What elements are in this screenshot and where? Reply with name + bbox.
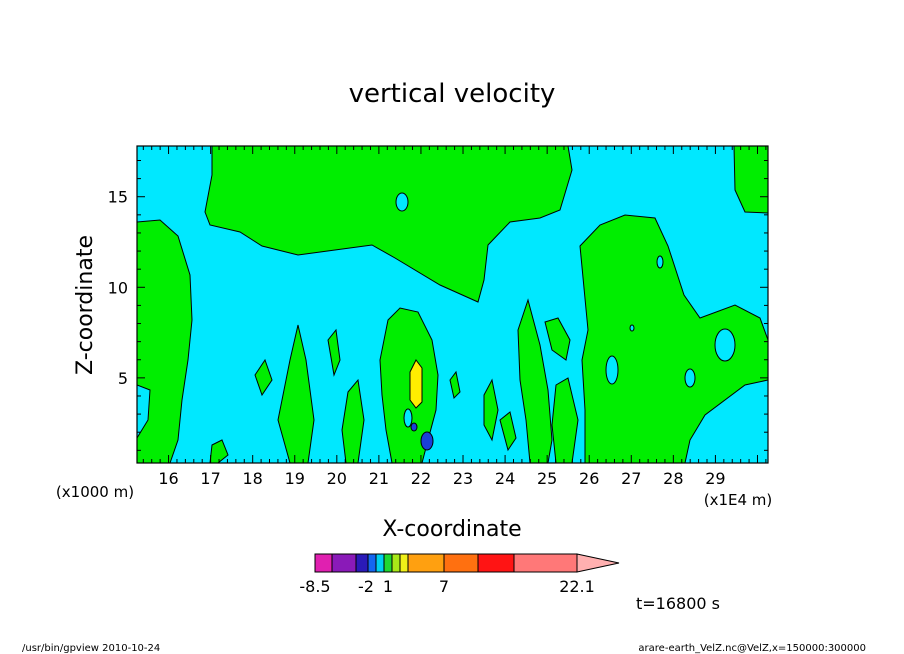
- colorbar-segment: [383, 553, 393, 573]
- colorbar-segment: [375, 553, 385, 573]
- contour-cell-1: [254, 358, 273, 397]
- downdraft-core: [420, 431, 434, 451]
- colorbar-label: 7: [439, 577, 449, 596]
- contour-hole-5: [605, 355, 619, 385]
- x-tick-label: 18: [243, 469, 263, 488]
- x-tick-label: 19: [285, 469, 305, 488]
- downdraft-core-small: [410, 422, 418, 432]
- x-tick-label: 22: [411, 469, 431, 488]
- time-label: t=16800 s: [636, 594, 720, 613]
- contour-hole-6: [629, 324, 635, 332]
- y-unit-label: (x1000 m): [56, 483, 134, 501]
- colorbar-segment: [331, 553, 357, 573]
- x-axis-label: X-coordinate: [382, 517, 521, 542]
- contour-hole-7: [403, 408, 413, 428]
- x-tick-label: 20: [327, 469, 347, 488]
- x-unit-label: (x1E4 m): [704, 491, 773, 509]
- colorbar-segment: [314, 553, 333, 573]
- updraft-core: [409, 359, 423, 409]
- contour-region-left: [137, 219, 193, 463]
- contour-region-top-right: [733, 146, 768, 214]
- plot-frame: [136, 145, 769, 464]
- colorbar-segment: [477, 553, 515, 573]
- contour-hole-1: [395, 192, 409, 212]
- contour-cell-10: [551, 377, 579, 463]
- contour-region-upper: [204, 146, 573, 303]
- colorbar-arrow: [576, 553, 620, 573]
- x-tick-label: 16: [158, 469, 178, 488]
- contour-cell-8: [517, 298, 553, 463]
- contour-cell-2: [277, 324, 315, 463]
- x-tick-label: 23: [453, 469, 473, 488]
- x-tick-label: 21: [369, 469, 389, 488]
- contour-region-right: [579, 214, 768, 463]
- contour-cell-3: [327, 328, 341, 377]
- contour-cell-7: [499, 411, 517, 452]
- y-tick-label: 5: [118, 369, 128, 388]
- contour-hole-3: [714, 328, 736, 362]
- contour-hole-2: [656, 255, 664, 269]
- colorbar-segment: [367, 553, 377, 573]
- x-tick-label: 27: [621, 469, 641, 488]
- x-tick-label: 25: [537, 469, 557, 488]
- colorbar-label: -2: [358, 577, 374, 596]
- contour-cell-6: [483, 378, 499, 442]
- colorbar-label: 1: [383, 577, 393, 596]
- contour-cell-9: [544, 317, 571, 361]
- chart-title: vertical velocity: [349, 79, 556, 109]
- contour-cell-5: [449, 370, 461, 399]
- contour-cell-4: [341, 378, 365, 463]
- y-tick-label: 15: [108, 188, 128, 207]
- x-tick-label: 17: [200, 469, 220, 488]
- colorbar-segment: [391, 553, 401, 573]
- colorbar-label: 22.1: [559, 577, 595, 596]
- footer-left: /usr/bin/gpview 2010-10-24: [22, 643, 160, 654]
- x-tick-label: 28: [663, 469, 683, 488]
- colorbar-segment: [407, 553, 445, 573]
- colorbar-segment: [513, 553, 578, 573]
- plot-area: [136, 145, 769, 464]
- contour-hole-4: [684, 368, 696, 388]
- x-tick-label: 29: [705, 469, 725, 488]
- colorbar-segment: [399, 553, 409, 573]
- colorbar-segment: [443, 553, 479, 573]
- colorbar: [314, 553, 620, 573]
- colorbar-label: -8.5: [299, 577, 330, 596]
- y-tick-label: 10: [108, 278, 128, 297]
- x-tick-label: 24: [495, 469, 515, 488]
- x-tick-label: 26: [579, 469, 599, 488]
- y-axis-label: Z-coordinate: [73, 235, 98, 375]
- footer-right: arare-earth_VelZ.nc@VelZ,x=150000:300000: [638, 643, 866, 654]
- colorbar-segment: [355, 553, 369, 573]
